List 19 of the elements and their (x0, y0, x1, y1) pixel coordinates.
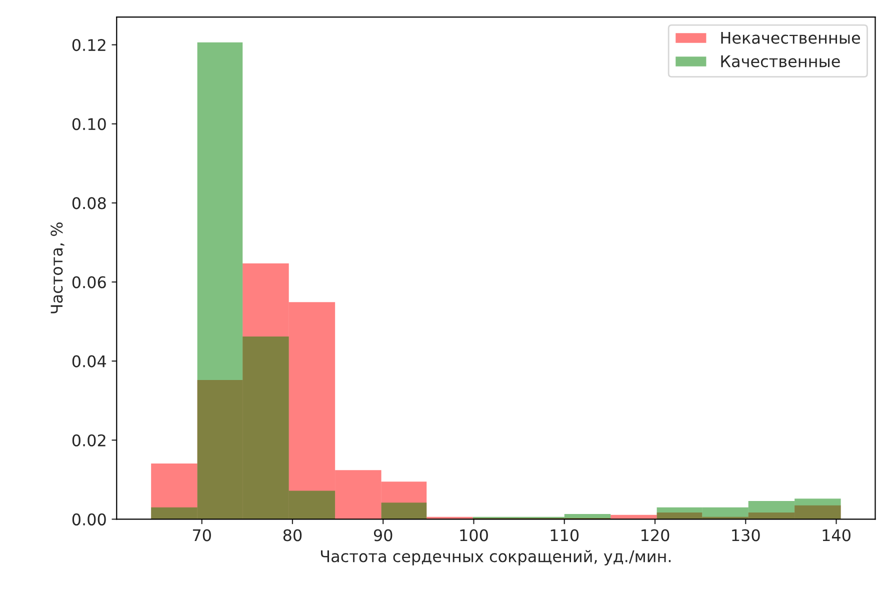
x-tick-label: 100 (460, 529, 488, 542)
x-tick-label: 120 (642, 529, 670, 542)
x-tick-label: 110 (550, 529, 579, 542)
y-tick-label: 0.08 (72, 197, 106, 210)
x-tick-label: 140 (822, 529, 850, 542)
x-tick-label: 80 (283, 529, 302, 542)
x-tick-label: 70 (192, 529, 211, 542)
y-tick-label: 0.10 (72, 118, 106, 130)
x-tick-label: 90 (374, 529, 392, 542)
legend-label: Некачественные (721, 32, 860, 44)
y-tick-label: 0.00 (72, 513, 106, 526)
x-tick-label: 130 (732, 529, 760, 542)
y-tick-label: 0.12 (72, 39, 106, 52)
y-tick-label: 0.06 (72, 276, 106, 288)
y-axis-title: Частота, % (50, 222, 64, 314)
y-tick-label: 0.04 (72, 355, 106, 368)
y-tick-label: 0.02 (72, 434, 106, 446)
x-axis-title: Частота сердечных сокращений, уд./мин. (320, 550, 671, 566)
legend-label: Качественные (721, 55, 840, 68)
